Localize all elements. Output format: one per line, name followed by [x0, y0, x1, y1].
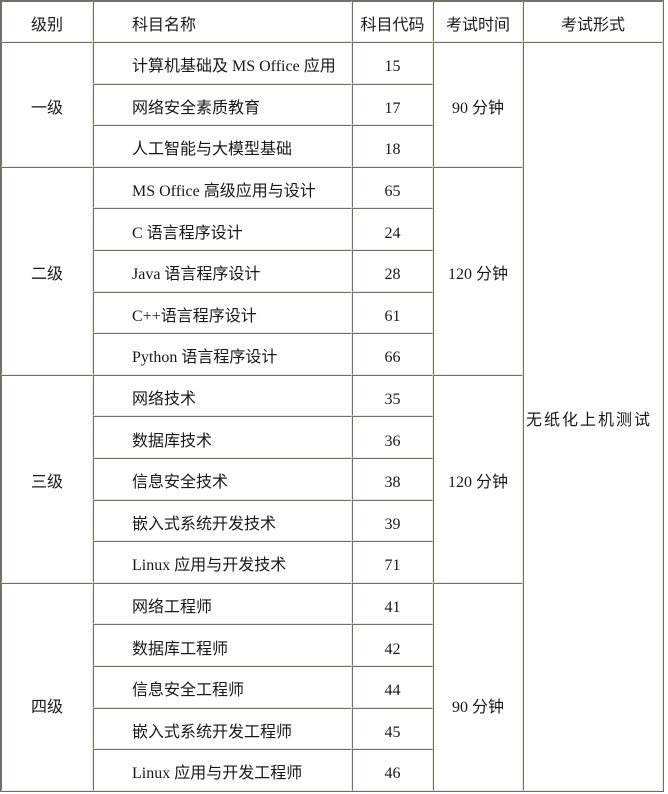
time-cell: 120 分钟 [433, 166, 523, 375]
subject-cell: 人工智能与大模型基础 [93, 125, 352, 167]
table-row: Linux 应用与开发工程师 46 [1, 749, 663, 791]
table-row: 信息安全技术 38 [1, 457, 663, 500]
code-cell: 36 [352, 416, 433, 458]
header-subject: 科目名称 [93, 1, 352, 42]
table-row: C++语言程序设计 61 [1, 291, 663, 334]
time-cell: 90 分钟 [433, 582, 523, 791]
table-row: 二级 MS Office 高级应用与设计 65 120 分钟 [1, 166, 663, 375]
table-row: 三级 网络技术 35 120 分钟 [1, 374, 663, 583]
code-cell: 18 [352, 125, 433, 167]
subject-cell: C 语言程序设计 [93, 208, 352, 250]
subject-cell: C++语言程序设计 [93, 291, 352, 334]
time-cell: 90 分钟 [433, 42, 523, 167]
table-row: 数据库工程师 42 [1, 624, 663, 666]
table-row: 网络安全素质教育 17 [1, 83, 663, 126]
subject-cell: 网络技术 [93, 374, 352, 417]
code-cell: 44 [352, 665, 433, 708]
code-cell: 28 [352, 249, 433, 292]
table-row: Java 语言程序设计 28 [1, 249, 663, 292]
level-cell: 二级 [1, 166, 93, 375]
table-row: 数据库技术 36 [1, 416, 663, 458]
table-row: C 语言程序设计 24 [1, 208, 663, 250]
code-cell: 35 [352, 374, 433, 417]
subject-cell: 数据库技术 [93, 416, 352, 458]
code-cell: 24 [352, 208, 433, 250]
format-cell: 无纸化上机测试 [523, 42, 663, 791]
subject-cell: 网络工程师 [93, 582, 352, 625]
header-time: 考试时间 [433, 1, 523, 42]
subject-cell: 嵌入式系统开发技术 [93, 499, 352, 542]
subject-cell: 计算机基础及 MS Office 应用 [93, 42, 352, 84]
table-row: Linux 应用与开发技术 71 [1, 541, 663, 583]
subject-cell: 数据库工程师 [93, 624, 352, 666]
table-row: Python 语言程序设计 66 [1, 333, 663, 375]
code-cell: 66 [352, 333, 433, 375]
table-header-row: 级别 科目名称 科目代码 考试时间 考试形式 [1, 1, 663, 42]
table-row: 一级 计算机基础及 MS Office 应用 15 90 分钟 无纸化上机测试 [1, 42, 663, 791]
subject-cell: 信息安全工程师 [93, 665, 352, 708]
table-row: 信息安全工程师 44 [1, 665, 663, 708]
code-cell: 61 [352, 291, 433, 334]
time-cell: 120 分钟 [433, 374, 523, 583]
table-row: 人工智能与大模型基础 18 [1, 125, 663, 167]
code-cell: 45 [352, 707, 433, 750]
header-level: 级别 [1, 1, 93, 42]
subject-cell: 信息安全技术 [93, 457, 352, 500]
level-cell: 三级 [1, 374, 93, 583]
level-cell: 四级 [1, 582, 93, 791]
header-code: 科目代码 [352, 1, 433, 42]
subject-cell: Python 语言程序设计 [93, 333, 352, 375]
code-cell: 46 [352, 749, 433, 791]
code-cell: 17 [352, 83, 433, 126]
code-cell: 71 [352, 541, 433, 583]
subject-cell: Linux 应用与开发工程师 [93, 749, 352, 791]
table-row: 嵌入式系统开发工程师 45 [1, 707, 663, 750]
subject-cell: Linux 应用与开发技术 [93, 541, 352, 583]
code-cell: 41 [352, 582, 433, 625]
subject-cell: 嵌入式系统开发工程师 [93, 707, 352, 750]
table-row: 四级 网络工程师 41 90 分钟 [1, 582, 663, 791]
level-cell: 一级 [1, 42, 93, 167]
subject-cell: Java 语言程序设计 [93, 249, 352, 292]
code-cell: 38 [352, 457, 433, 500]
header-format: 考试形式 [523, 1, 663, 42]
code-cell: 39 [352, 499, 433, 542]
table-row: 嵌入式系统开发技术 39 [1, 499, 663, 542]
code-cell: 15 [352, 42, 433, 84]
code-cell: 42 [352, 624, 433, 666]
subject-cell: 网络安全素质教育 [93, 83, 352, 126]
subject-cell: MS Office 高级应用与设计 [93, 166, 352, 209]
code-cell: 65 [352, 166, 433, 209]
